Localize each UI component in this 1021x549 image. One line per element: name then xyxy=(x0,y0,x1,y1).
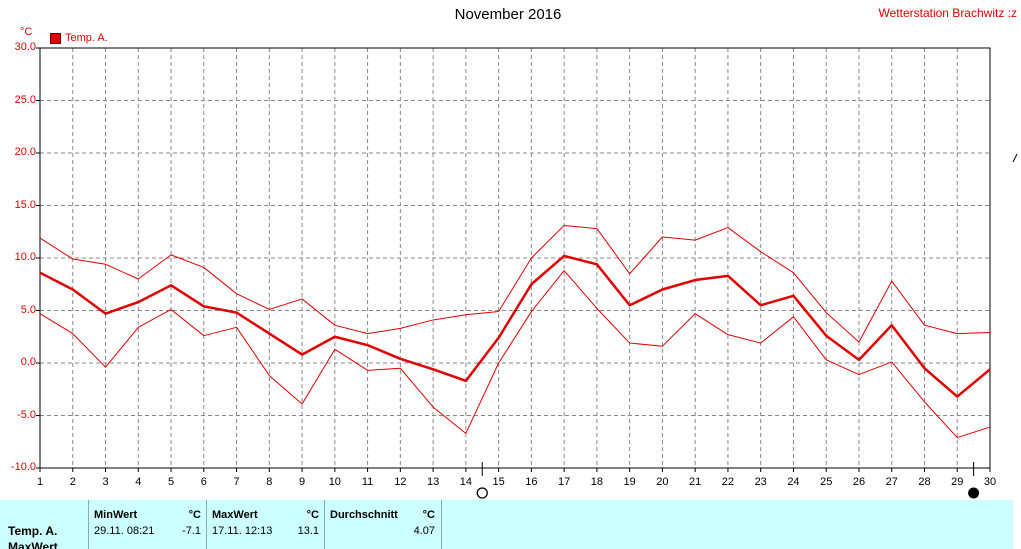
y-tick-label: -10.0 xyxy=(10,461,36,473)
edge-mark xyxy=(1012,153,1018,163)
y-tick-label: -5.0 xyxy=(17,408,36,421)
y-tick-label: 30.0 xyxy=(14,41,36,53)
y-tick-label: 20.0 xyxy=(14,146,36,158)
x-tick-label: 19 xyxy=(623,476,636,488)
x-tick-label: 10 xyxy=(328,476,341,488)
chart-area xyxy=(36,47,1018,499)
x-tick-label: 1 xyxy=(36,476,44,488)
x-tick-label: 2 xyxy=(69,476,76,488)
x-tick-label: 30 xyxy=(983,476,997,488)
min-header: MinWert xyxy=(94,509,138,521)
avg-column: Durchschnitt °C 4.07 xyxy=(324,500,442,549)
x-tick-label: 28 xyxy=(918,476,931,488)
x-tick-label: 3 xyxy=(102,476,109,488)
y-tick-label: 25.0 xyxy=(14,93,36,106)
x-tick-label: 15 xyxy=(492,476,505,488)
series-line-max xyxy=(39,224,991,343)
max-header: MaxWert xyxy=(212,509,258,521)
max-column: MaxWert °C 17.11. 12:13 13.1 xyxy=(206,500,325,549)
x-tick-label: 5 xyxy=(167,476,175,488)
y-tick-label: 5.0 xyxy=(20,303,36,316)
x-tick-label: 17 xyxy=(558,476,571,488)
max-unit: °C xyxy=(306,509,319,521)
plot-frame xyxy=(39,47,991,469)
y-tick-label: 15.0 xyxy=(14,198,36,211)
x-tick-label: 24 xyxy=(787,476,800,488)
x-tick-label: 9 xyxy=(299,476,306,488)
max-when: 17.11. 12:13 xyxy=(212,525,273,537)
x-tick-label: 4 xyxy=(135,476,142,488)
x-tick-label: 18 xyxy=(590,476,604,488)
x-tick-label: 11 xyxy=(361,476,374,488)
x-tick-label: 20 xyxy=(656,476,669,488)
x-tick-label: 21 xyxy=(689,476,702,488)
y-axis-unit: °C xyxy=(20,26,33,38)
min-value: -7.1 xyxy=(182,525,201,537)
x-tick-label: 6 xyxy=(200,476,207,488)
series-line-mean xyxy=(39,254,991,398)
avg-header: Durchschnitt xyxy=(330,509,398,521)
min-unit: °C xyxy=(188,509,201,521)
legend-swatch xyxy=(50,32,61,44)
legend: Temp. A. xyxy=(50,32,108,44)
x-tick-label: 22 xyxy=(721,476,735,488)
x-tick-label: 14 xyxy=(459,476,472,488)
chart-title: November 2016 xyxy=(454,6,562,23)
x-tick-label: 29 xyxy=(951,476,964,488)
stats-row-label-2: MaxWert xyxy=(8,540,58,549)
x-tick-label: 7 xyxy=(233,476,240,488)
min-when: 29.11. 08:21 xyxy=(94,525,155,537)
x-tick-label: 26 xyxy=(852,476,866,488)
station-name: Wetterstation Brachwitz :z xyxy=(878,6,1018,20)
series-line-min xyxy=(39,270,991,439)
new-moon-icon xyxy=(476,487,488,499)
x-tick-label: 13 xyxy=(426,476,440,488)
y-tick-label: 0.0 xyxy=(20,356,36,368)
avg-value: 4.07 xyxy=(413,525,435,537)
min-column: MinWert °C 29.11. 08:21 -7.1 xyxy=(88,500,207,549)
x-tick-label: 12 xyxy=(394,476,407,488)
x-tick-label: 8 xyxy=(266,476,273,488)
x-tick-label: 27 xyxy=(885,476,898,488)
stats-panel: Temp. A. MaxWert MinWert °C 29.11. 08:21… xyxy=(0,500,1013,549)
legend-label: Temp. A. xyxy=(65,32,108,44)
y-tick-label: 10.0 xyxy=(14,251,36,263)
max-value: 13.1 xyxy=(297,525,319,537)
stats-row-label: Temp. A. xyxy=(8,524,58,538)
x-tick-label: 25 xyxy=(820,476,833,488)
x-tick-label: 16 xyxy=(525,476,538,488)
avg-unit: °C xyxy=(422,509,435,521)
full-moon-icon xyxy=(968,487,980,499)
x-tick-label: 23 xyxy=(754,476,767,488)
